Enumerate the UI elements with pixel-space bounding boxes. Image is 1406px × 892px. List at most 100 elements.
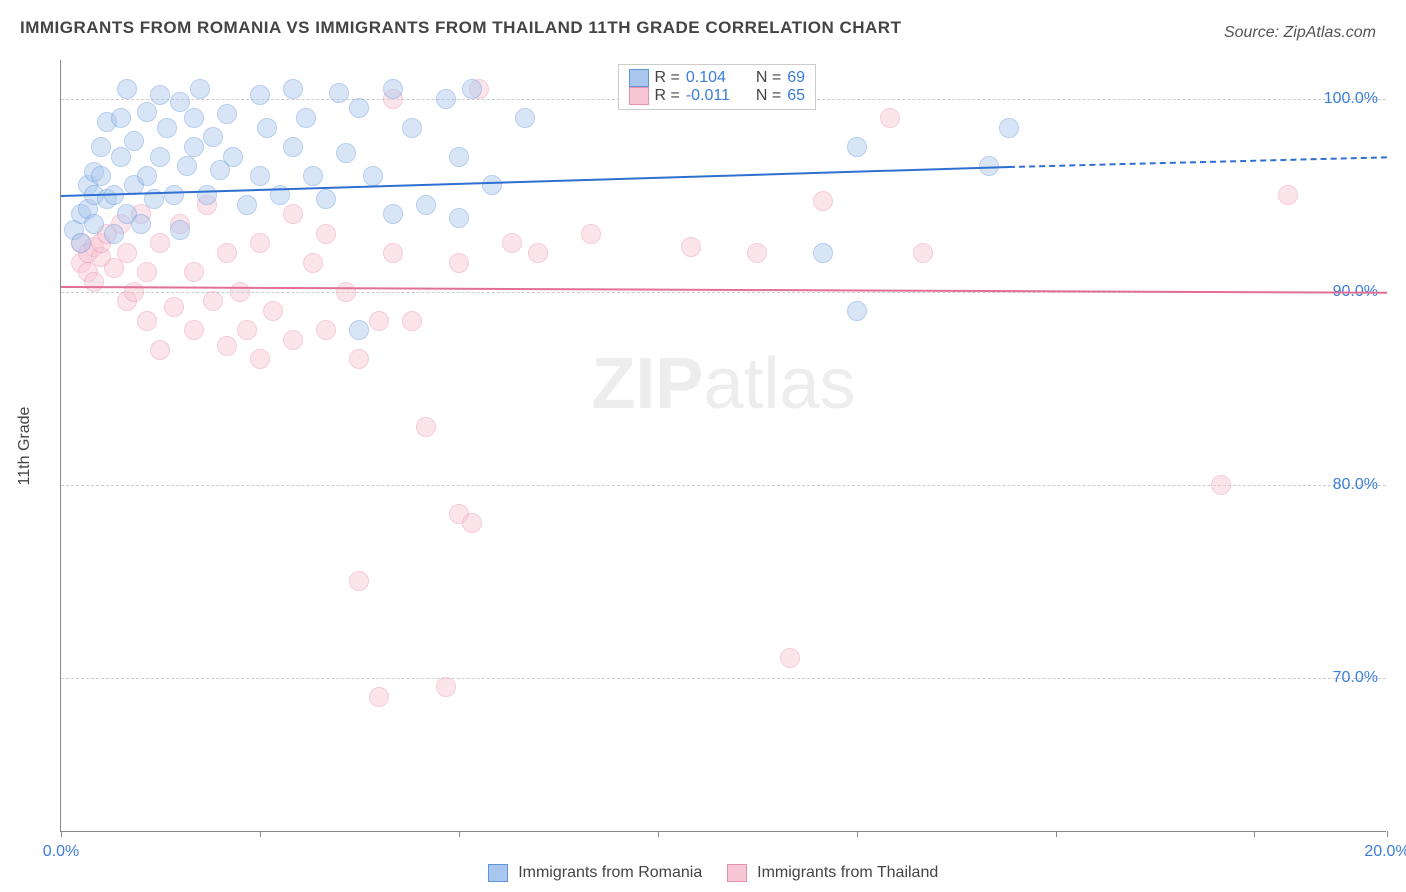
scatter-point xyxy=(349,349,369,369)
scatter-point xyxy=(913,243,933,263)
scatter-point xyxy=(502,233,522,253)
scatter-point xyxy=(436,677,456,697)
scatter-point xyxy=(316,320,336,340)
legend-swatch xyxy=(629,87,649,105)
scatter-point xyxy=(999,118,1019,138)
scatter-point xyxy=(813,243,833,263)
scatter-point xyxy=(150,340,170,360)
scatter-point xyxy=(780,648,800,668)
scatter-point xyxy=(880,108,900,128)
scatter-point xyxy=(303,253,323,273)
y-tick-label: 70.0% xyxy=(1333,669,1378,687)
scatter-point xyxy=(416,417,436,437)
scatter-point xyxy=(71,233,91,253)
scatter-point xyxy=(150,233,170,253)
scatter-point xyxy=(349,98,369,118)
watermark-suffix: atlas xyxy=(703,344,855,424)
romania-legend-label: Immigrants from Romania xyxy=(518,864,702,881)
legend-n-value: 65 xyxy=(787,87,805,105)
legend-r-value: 0.104 xyxy=(686,69,742,87)
scatter-point xyxy=(150,147,170,167)
scatter-point xyxy=(462,513,482,533)
romania-swatch xyxy=(488,864,508,882)
thailand-swatch xyxy=(727,864,747,882)
trend-line xyxy=(1009,156,1387,168)
trend-line xyxy=(61,166,1009,197)
y-axis-label: 11th Grade xyxy=(16,407,34,486)
scatter-point xyxy=(203,127,223,147)
legend-r-label: R = xyxy=(655,87,680,105)
scatter-point xyxy=(184,320,204,340)
x-tick-label: 20.0% xyxy=(1364,843,1406,861)
scatter-point xyxy=(190,79,210,99)
scatter-point xyxy=(117,243,137,263)
scatter-point xyxy=(283,204,303,224)
scatter-point xyxy=(223,147,243,167)
scatter-point xyxy=(296,108,316,128)
legend-row: R = 0.104N = 69 xyxy=(629,69,805,87)
y-tick-label: 80.0% xyxy=(1333,476,1378,494)
scatter-point xyxy=(747,243,767,263)
scatter-point xyxy=(150,85,170,105)
x-tick xyxy=(1387,831,1388,837)
scatter-point xyxy=(84,214,104,234)
scatter-point xyxy=(449,147,469,167)
scatter-point xyxy=(91,166,111,186)
scatter-point xyxy=(383,204,403,224)
scatter-point xyxy=(91,137,111,157)
scatter-point xyxy=(170,220,190,240)
scatter-point xyxy=(263,301,283,321)
scatter-point xyxy=(104,224,124,244)
scatter-point xyxy=(257,118,277,138)
scatter-point xyxy=(1211,475,1231,495)
scatter-point xyxy=(111,108,131,128)
scatter-point xyxy=(197,185,217,205)
scatter-point xyxy=(416,195,436,215)
scatter-point xyxy=(137,102,157,122)
scatter-point xyxy=(383,243,403,263)
gridline-h xyxy=(61,485,1386,486)
source-attribution: Source: ZipAtlas.com xyxy=(1224,24,1376,42)
scatter-point xyxy=(515,108,535,128)
scatter-point xyxy=(363,166,383,186)
scatter-point xyxy=(117,79,137,99)
y-tick-label: 100.0% xyxy=(1324,90,1378,108)
chart-title: IMMIGRANTS FROM ROMANIA VS IMMIGRANTS FR… xyxy=(20,18,901,38)
x-tick xyxy=(260,831,261,837)
scatter-point xyxy=(250,85,270,105)
scatter-point xyxy=(124,282,144,302)
scatter-point xyxy=(369,311,389,331)
scatter-point xyxy=(217,243,237,263)
scatter-point xyxy=(177,156,197,176)
scatter-point xyxy=(184,108,204,128)
series-legend: Immigrants from Romania Immigrants from … xyxy=(0,864,1406,882)
scatter-point xyxy=(349,571,369,591)
scatter-point xyxy=(336,143,356,163)
scatter-point xyxy=(237,320,257,340)
x-tick-label: 0.0% xyxy=(43,843,79,861)
scatter-point xyxy=(217,336,237,356)
scatter-point xyxy=(449,253,469,273)
scatter-point xyxy=(316,189,336,209)
scatter-point xyxy=(283,137,303,157)
x-tick xyxy=(61,831,62,837)
scatter-point xyxy=(528,243,548,263)
scatter-point xyxy=(402,118,422,138)
scatter-point xyxy=(124,131,144,151)
scatter-point xyxy=(203,291,223,311)
scatter-point xyxy=(813,191,833,211)
scatter-point xyxy=(164,185,184,205)
legend-n-label: N = xyxy=(756,87,781,105)
scatter-point xyxy=(164,297,184,317)
scatter-point xyxy=(230,282,250,302)
scatter-point xyxy=(349,320,369,340)
scatter-point xyxy=(157,118,177,138)
scatter-point xyxy=(316,224,336,244)
scatter-point xyxy=(847,137,867,157)
scatter-plot-area: ZIPatlas R = 0.104N = 69R = -0.011N = 65… xyxy=(60,60,1386,832)
scatter-point xyxy=(383,79,403,99)
scatter-point xyxy=(250,166,270,186)
scatter-point xyxy=(184,262,204,282)
gridline-h xyxy=(61,678,1386,679)
legend-row: R = -0.011N = 65 xyxy=(629,87,805,105)
